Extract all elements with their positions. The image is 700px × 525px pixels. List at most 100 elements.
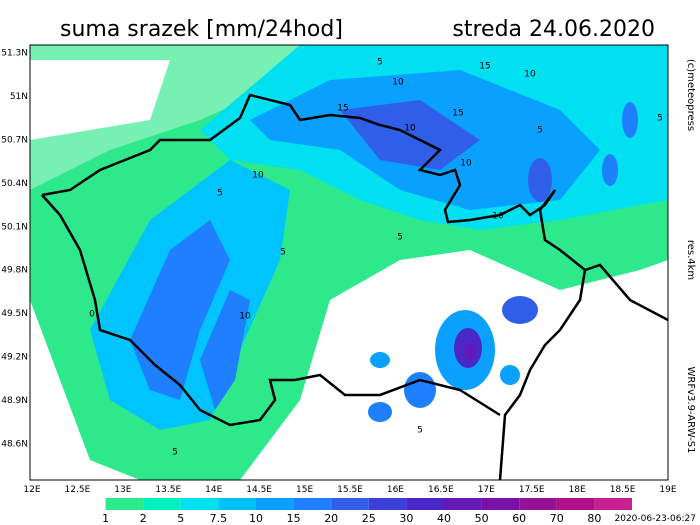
legend-label: 40 <box>437 512 451 525</box>
legend-swatch <box>519 498 557 510</box>
latitude-label: 51.3N <box>1 49 28 59</box>
longitude-label: 16.5E <box>428 485 454 495</box>
legend-swatch <box>293 498 332 510</box>
legend-label: 60 <box>512 512 526 525</box>
longitude-label: 18E <box>569 485 586 495</box>
legend-label: 2 <box>140 512 147 525</box>
storm-cell <box>500 365 520 385</box>
contour-label: 10 <box>239 312 251 322</box>
legend-swatch <box>406 498 444 510</box>
contour-labels: 5 15 10 10 15 10 15 5 10 10 5 5 10 5 10 … <box>89 58 663 458</box>
model: WRFv3.9-ARW-S1 <box>685 367 696 454</box>
longitude-label: 16E <box>387 485 404 495</box>
legend-label: 5 <box>177 512 184 525</box>
contour-label: 10 <box>524 70 536 80</box>
contour-label: 15 <box>452 109 463 119</box>
legend-swatch <box>556 498 595 510</box>
latitude-label: 48.9N <box>1 396 28 406</box>
light-area <box>30 45 668 190</box>
legend-label: 1 <box>102 512 109 525</box>
date: streda 24.06.2020 <box>452 17 655 42</box>
storm-cell <box>370 352 390 368</box>
contour-label: 5 <box>280 248 286 258</box>
longitude-label: 12E <box>23 485 40 495</box>
longitude-label: 12.5E <box>65 485 91 495</box>
longitude-label: 13E <box>114 485 131 495</box>
legend-swatch <box>481 498 520 510</box>
longitude-label: 13.5E <box>155 485 181 495</box>
latitude-label: 49.8N <box>1 266 28 276</box>
timestamp: 2020-06-23-06:27 <box>615 514 697 524</box>
contour-label: 15 <box>337 104 348 114</box>
latitude-label: 49.5N <box>1 309 28 319</box>
legend-label: 25 <box>362 512 376 525</box>
contour-label: 5 <box>397 233 403 243</box>
latitude-label: 50.1N <box>1 222 28 232</box>
legend-swatch <box>444 498 482 510</box>
title: suma srazek [mm/24hod] <box>60 17 343 42</box>
longitude-label: 14E <box>205 485 222 495</box>
storm-cell <box>622 102 638 138</box>
color-legend: 1 2 5 7.5 10 15 20 25 30 40 50 60 70 80 <box>68 498 632 525</box>
contour-label: 5 <box>657 114 663 124</box>
legend-swatch <box>105 498 144 510</box>
longitude-label: 18.5E <box>610 485 636 495</box>
legend-label: 15 <box>287 512 301 525</box>
latitude-label: 48.6N <box>1 440 28 450</box>
legend-label: 10 <box>249 512 263 525</box>
latitude-label: 50.4N <box>1 179 28 189</box>
storm-cell <box>528 158 552 202</box>
storm-cell <box>368 402 392 422</box>
latitude-label: 49.2N <box>1 353 28 363</box>
rain-core <box>130 220 230 400</box>
latitude-labels: 51.3N 51N 50.7N 50.4N 50.1N 49.8N 49.5N 49.2N 48… <box>1 49 28 450</box>
legend-swatch <box>331 498 369 510</box>
storm-cell <box>404 372 436 408</box>
longitude-label: 14.5E <box>246 485 272 495</box>
storm-cell <box>464 344 476 360</box>
longitude-label: 15.5E <box>337 485 363 495</box>
legend-label: 30 <box>399 512 413 525</box>
legend-swatch <box>594 498 632 510</box>
contour-label: 15 <box>479 62 490 72</box>
storm-cell <box>502 296 538 324</box>
contour-label: 0 <box>89 310 95 320</box>
longitude-labels: 12E 12.5E 13E 13.5E 14E 14.5E 15E 15.5E 16E 16.5E… <box>23 485 676 495</box>
contour-label: 10 <box>392 78 404 88</box>
dry-area <box>30 60 170 480</box>
rain-core <box>200 290 250 410</box>
legend-label: 20 <box>324 512 338 525</box>
longitude-label: 17.5E <box>519 485 545 495</box>
contour-label: 10 <box>252 171 264 181</box>
resolution: res.4km <box>685 240 696 280</box>
legend-swatch <box>256 498 294 510</box>
longitude-label: 15E <box>296 485 313 495</box>
longitude-label: 19E <box>659 485 676 495</box>
legend-swatch <box>143 498 181 510</box>
legend-label: 7.5 <box>210 512 228 525</box>
legend-swatch <box>218 498 256 510</box>
contour-label: 10 <box>460 159 472 169</box>
precipitation-field <box>30 45 668 480</box>
copyright: (c)meteopress <box>685 59 696 131</box>
legend-swatch <box>368 498 407 510</box>
longitude-label: 17E <box>478 485 495 495</box>
storm-cell <box>602 154 618 186</box>
map-frame <box>29 44 669 481</box>
contour-label: 5 <box>172 448 178 458</box>
contour-label: 5 <box>417 426 423 436</box>
contour-label: 10 <box>404 124 416 134</box>
contour-label: 5 <box>377 58 383 68</box>
legend-label: 70 <box>550 512 564 525</box>
contour-label: 5 <box>217 189 223 199</box>
contour-label: 10 <box>492 212 504 222</box>
latitude-label: 50.7N <box>1 135 28 145</box>
country-borders <box>41 93 669 481</box>
legend-swatch <box>68 498 106 510</box>
contour-label: 5 <box>537 126 543 136</box>
latitude-label: 51N <box>10 92 28 102</box>
legend-label: 50 <box>475 512 489 525</box>
legend-swatch <box>180 498 219 510</box>
legend-label: 80 <box>587 512 601 525</box>
